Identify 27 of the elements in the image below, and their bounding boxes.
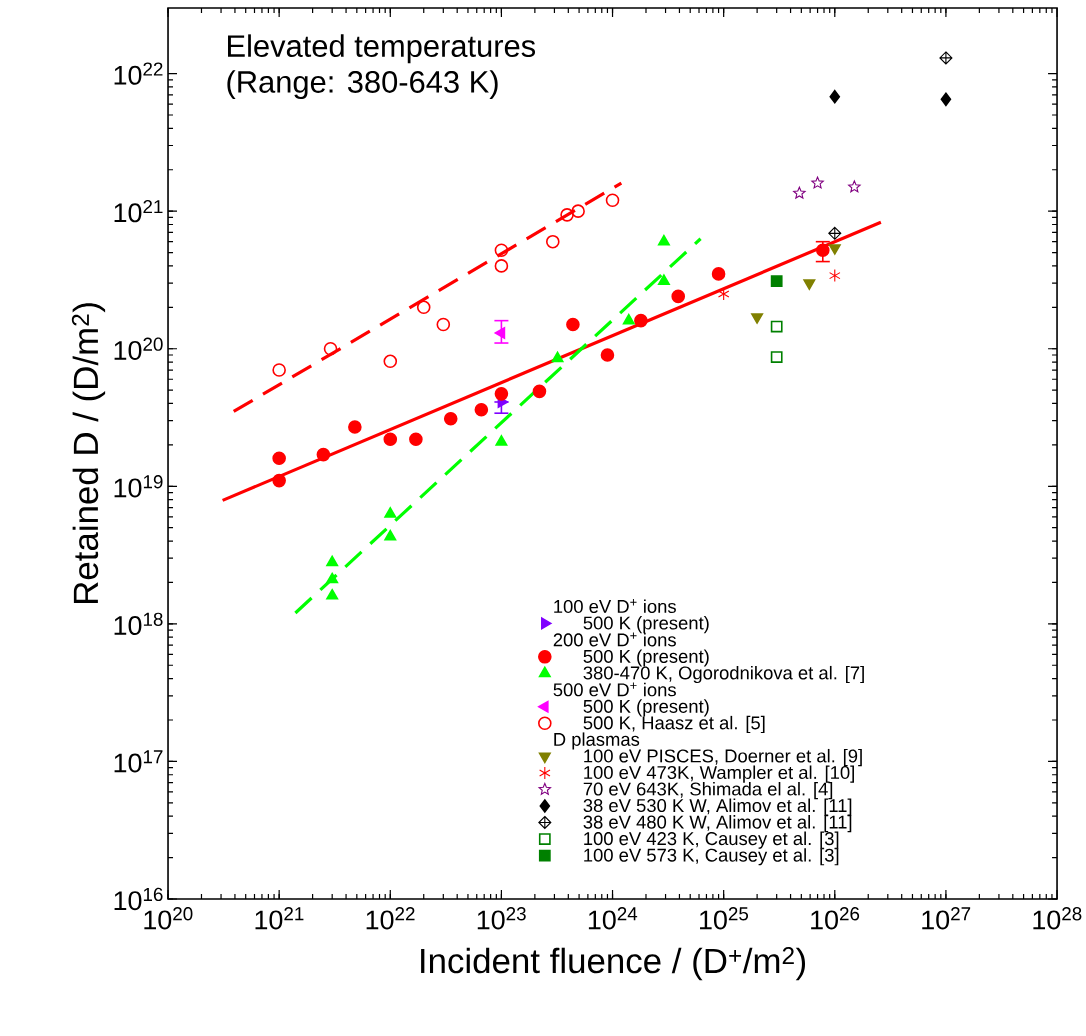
legend-label: 500 K (present) bbox=[583, 649, 709, 667]
text: (Range: 380-643 K) bbox=[227, 70, 498, 99]
x-tick-label: 10$^{23}$ bbox=[477, 907, 526, 930]
x-tick-label: 10$^{21}$ bbox=[255, 907, 304, 930]
y-tick-label: 10$^{19}$ bbox=[114, 475, 163, 498]
x-tick-label: 10$^{28}$ bbox=[1033, 907, 1082, 930]
legend-label: 500 K (present) bbox=[583, 699, 709, 717]
legend-label: 100 eV 473K, Wampler et al. [10] bbox=[584, 765, 854, 783]
x-tick-label: 10$^{27}$ bbox=[922, 907, 971, 930]
y-tick-label: 10$^{22}$ bbox=[114, 62, 163, 85]
annotation: D plasmas bbox=[554, 732, 640, 750]
legend-label: 100 eV 423 K, Causey et al. [3] bbox=[584, 831, 839, 849]
legend-label: 500 K (present) bbox=[583, 615, 709, 634]
y-tick-label: 10$^{18}$ bbox=[114, 612, 163, 636]
y-axis-title: Retained D / (D/m$^{2}$) bbox=[71, 303, 106, 603]
x-tick-label: 10$^{25}$ bbox=[700, 907, 749, 930]
y-tick-label: 10$^{17}$ bbox=[114, 750, 163, 773]
x-axis-title: Incident fluence / (D$^{+}$/m$^{2}$) bbox=[421, 946, 806, 981]
y-tick-label: 10$^{21}$ bbox=[114, 199, 163, 223]
y-tick-label: 10$^{20}$ bbox=[114, 337, 163, 360]
x-tick-label: 10$^{24}$ bbox=[588, 907, 638, 930]
text: Elevated temperatures bbox=[228, 34, 536, 64]
legend-label: 100 eV 573 K, Causey et al. [3] bbox=[584, 848, 839, 866]
annotation: 100 eV D$^{+}$ ions bbox=[554, 599, 676, 613]
x-tick-label: 10$^{26}$ bbox=[811, 907, 860, 930]
annotation: 500 eV D$^{+}$ ions bbox=[553, 682, 676, 697]
x-tick-label: 10$^{22}$ bbox=[366, 907, 415, 930]
